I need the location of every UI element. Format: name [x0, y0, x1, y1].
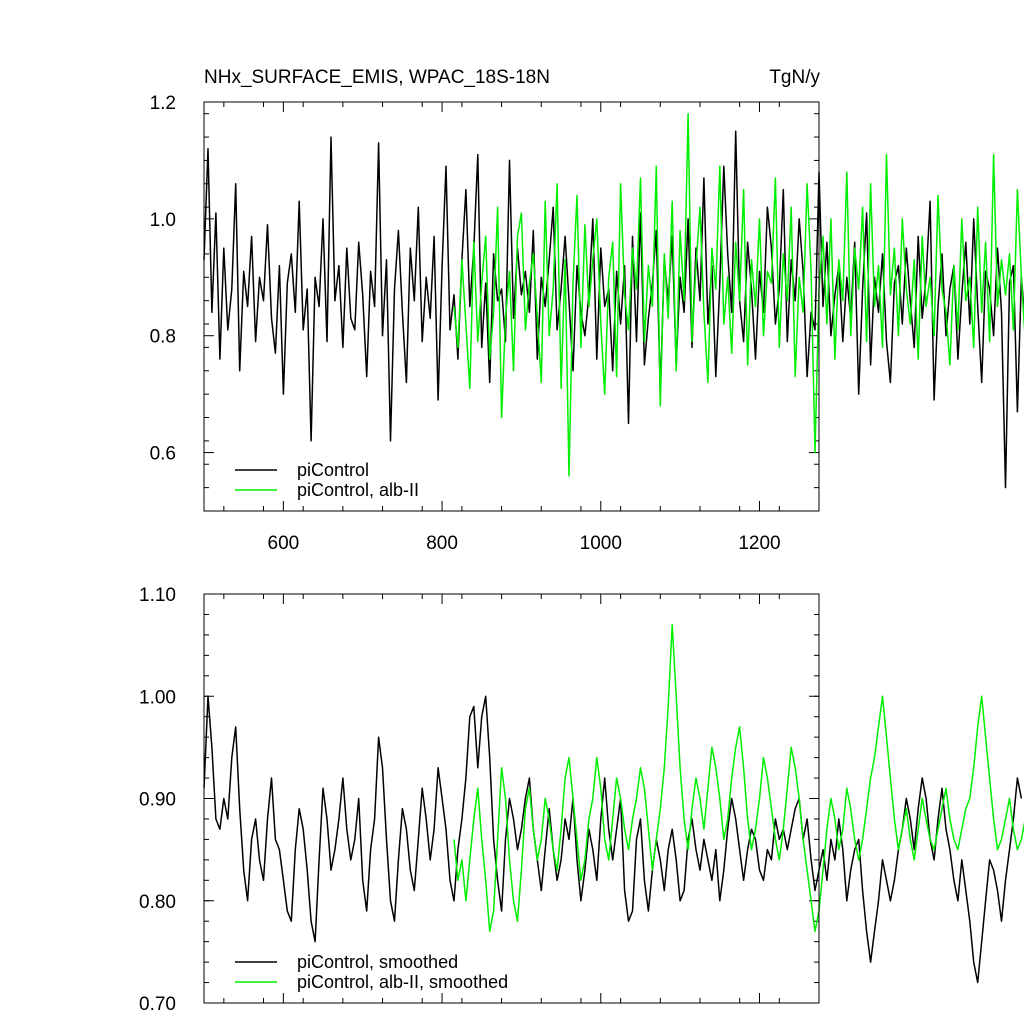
y-tick-label: 0.6: [150, 444, 176, 465]
y-tick-label: 1.00: [139, 687, 176, 708]
chart-title: NHx_SURFACE_EMIS, WPAC_18S-18N: [204, 67, 550, 88]
top-panel-legend: piControl piControl, alb-II: [235, 460, 419, 500]
y-tick-label: 0.80: [139, 892, 176, 913]
y-tick-label: 1.0: [150, 210, 176, 231]
series-line-1: [453, 112, 1024, 477]
bottom-panel-legend: piControl, smoothed piControl, alb-II, s…: [235, 952, 508, 992]
series-line-0: [203, 695, 1023, 984]
bottom-panel: 0.70 0.80 0.90 1.00 1.10 piControl, smoothed…: [139, 585, 1024, 1015]
legend-label-picontrol-smoothed: piControl, smoothed: [297, 952, 458, 972]
top-panel-frame: [203, 101, 820, 512]
legend-label-picontrol-alb-smoothed: piControl, alb-II, smoothed: [297, 972, 508, 992]
units-label: TgN/y: [769, 67, 820, 88]
legend-label-picontrol: piControl: [297, 460, 369, 480]
bottom-panel-ticks: 0.70 0.80 0.90 1.00 1.10: [139, 585, 820, 1015]
bottom-panel-frame: [203, 593, 820, 1004]
bottom-panel-series: [203, 623, 1024, 984]
series-line-1: [453, 623, 1024, 933]
y-tick-label: 0.70: [139, 994, 176, 1015]
y-tick-label: 1.10: [139, 585, 176, 606]
top-panel-ticks: 600 800 1000 1200 0.6 0.8 1.0 1.2: [150, 93, 820, 554]
legend-label-picontrol-alb: piControl, alb-II: [297, 480, 419, 500]
series-line-0: [203, 130, 1024, 489]
y-tick-label: 0.90: [139, 790, 176, 811]
x-tick-label: 1000: [580, 533, 622, 554]
x-tick-label: 1200: [738, 533, 780, 554]
top-panel: NHx_SURFACE_EMIS, WPAC_18S-18N TgN/y 600…: [150, 67, 1024, 554]
y-tick-label: 0.8: [150, 327, 176, 348]
x-tick-label: 600: [268, 533, 300, 554]
x-tick-label: 800: [426, 533, 458, 554]
y-tick-label: 1.2: [150, 93, 176, 114]
top-panel-series: [203, 112, 1024, 489]
